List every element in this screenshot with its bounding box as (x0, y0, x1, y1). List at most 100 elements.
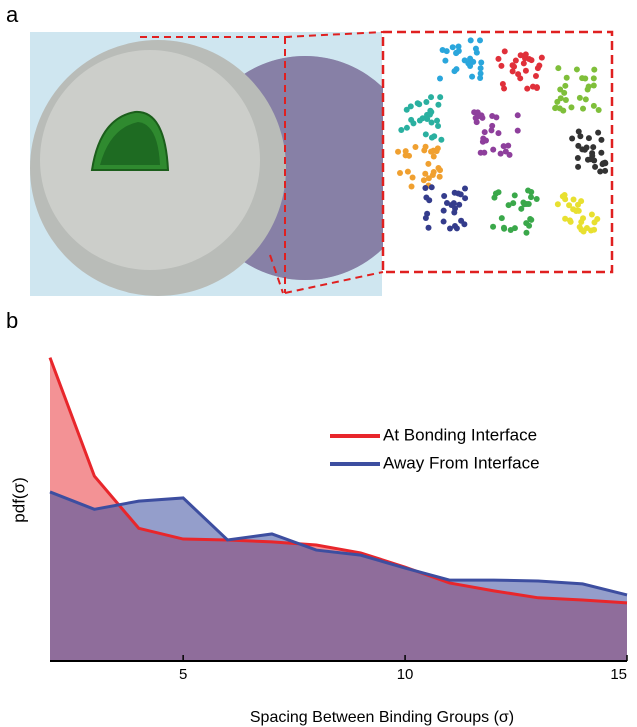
cluster-dot (482, 137, 489, 144)
cluster-dot (425, 175, 432, 182)
cluster-dot (422, 170, 429, 177)
cluster-dot (448, 201, 455, 208)
cluster-dot (455, 43, 462, 50)
cluster-dot (591, 219, 598, 226)
cluster-dot (528, 194, 535, 201)
cluster-dot (435, 165, 442, 172)
cluster-dot (509, 62, 516, 69)
cluster-dot (412, 143, 419, 150)
zoom-line (284, 271, 384, 294)
cluster-dot (536, 62, 543, 69)
cluster-dot (488, 127, 495, 134)
cluster-dot (573, 66, 580, 73)
cluster-dot (597, 168, 604, 175)
cluster-dot (501, 48, 508, 55)
cluster-dot (462, 185, 469, 192)
cluster-dot (438, 136, 445, 143)
cluster-dot (562, 82, 569, 89)
cluster-dot (398, 127, 405, 134)
cluster-dot (562, 97, 569, 104)
legend-label: Away From Interface (383, 453, 540, 472)
cluster-dot (428, 94, 435, 101)
cluster-dot (495, 189, 502, 196)
x-tick-label: 5 (179, 666, 187, 683)
cluster-dot (509, 68, 516, 75)
cluster-dot (414, 100, 421, 107)
clusters (395, 37, 609, 236)
zoom-line (269, 254, 284, 294)
cluster-dot (595, 129, 602, 136)
cluster-dot (583, 144, 590, 151)
cluster-dot (481, 129, 488, 136)
cluster-dot (554, 201, 561, 208)
zoom-line (284, 31, 384, 38)
cluster-dot (592, 163, 599, 170)
cluster-dot (467, 55, 474, 62)
x-axis-label: Spacing Between Binding Groups (σ) (250, 709, 514, 726)
cluster-dot (577, 133, 584, 140)
cluster-dot (477, 74, 484, 81)
cluster-dot (506, 151, 513, 158)
cluster-dot (595, 106, 602, 113)
cluster-dot (528, 57, 535, 64)
cluster-dot (556, 105, 563, 112)
cluster-dot (430, 147, 437, 154)
cluster-dot (585, 135, 592, 142)
cluster-dot (570, 196, 577, 203)
cluster-dot (557, 95, 564, 102)
cluster-dot (501, 85, 508, 92)
cluster-dot (533, 84, 540, 91)
cluster-dot (469, 73, 476, 80)
cluster-dot (408, 116, 415, 123)
legend-label: At Bonding Interface (383, 425, 537, 444)
cluster-dot (590, 144, 597, 151)
cluster-dot (599, 161, 606, 168)
cluster-dot (473, 119, 480, 126)
cluster-dot (476, 37, 483, 44)
cluster-dot (588, 211, 595, 218)
core-inner (100, 122, 160, 165)
cluster-dot (515, 71, 522, 78)
cluster-dot (532, 72, 539, 79)
cluster-dot (425, 224, 432, 231)
cluster-dot (566, 202, 573, 209)
cluster-dot (576, 94, 583, 101)
cluster-dot (429, 172, 436, 179)
cluster-dot (598, 149, 605, 156)
cluster-dot (499, 81, 506, 88)
cluster-dot (559, 193, 566, 200)
cluster-dot (421, 147, 428, 154)
cluster-dot (511, 225, 518, 232)
cluster-dot (461, 221, 468, 228)
cluster-dot (526, 222, 533, 229)
cluster-dot (471, 109, 478, 116)
cluster-dot (443, 200, 450, 207)
cluster-dot (582, 75, 589, 82)
cluster-dot (402, 148, 409, 155)
cluster-dot (562, 215, 569, 222)
cluster-dot (533, 196, 540, 203)
chart: pdf(σ) Spacing Between Binding Groups (σ… (9, 357, 628, 726)
cluster-dot (422, 131, 429, 138)
cluster-dot (495, 130, 502, 137)
cluster-dot (439, 47, 446, 54)
cluster-dot (437, 94, 444, 101)
cluster-dot (434, 117, 441, 124)
cluster-dot (575, 163, 582, 170)
cluster-dot (424, 111, 431, 118)
cluster-dot (498, 62, 505, 69)
cluster-dot (434, 145, 441, 152)
cluster-dot (407, 103, 414, 110)
area-line (49, 490, 628, 597)
cluster-dot (440, 218, 447, 225)
cluster-dot (568, 104, 575, 111)
cluster-dot (573, 207, 580, 214)
cluster-dot (489, 113, 496, 120)
cluster-dot (404, 168, 411, 175)
cluster-dot (477, 70, 484, 77)
cluster-dot (500, 143, 507, 150)
panel-label: b (6, 308, 18, 333)
cluster-dot (505, 202, 512, 209)
cluster-dot (578, 218, 585, 225)
